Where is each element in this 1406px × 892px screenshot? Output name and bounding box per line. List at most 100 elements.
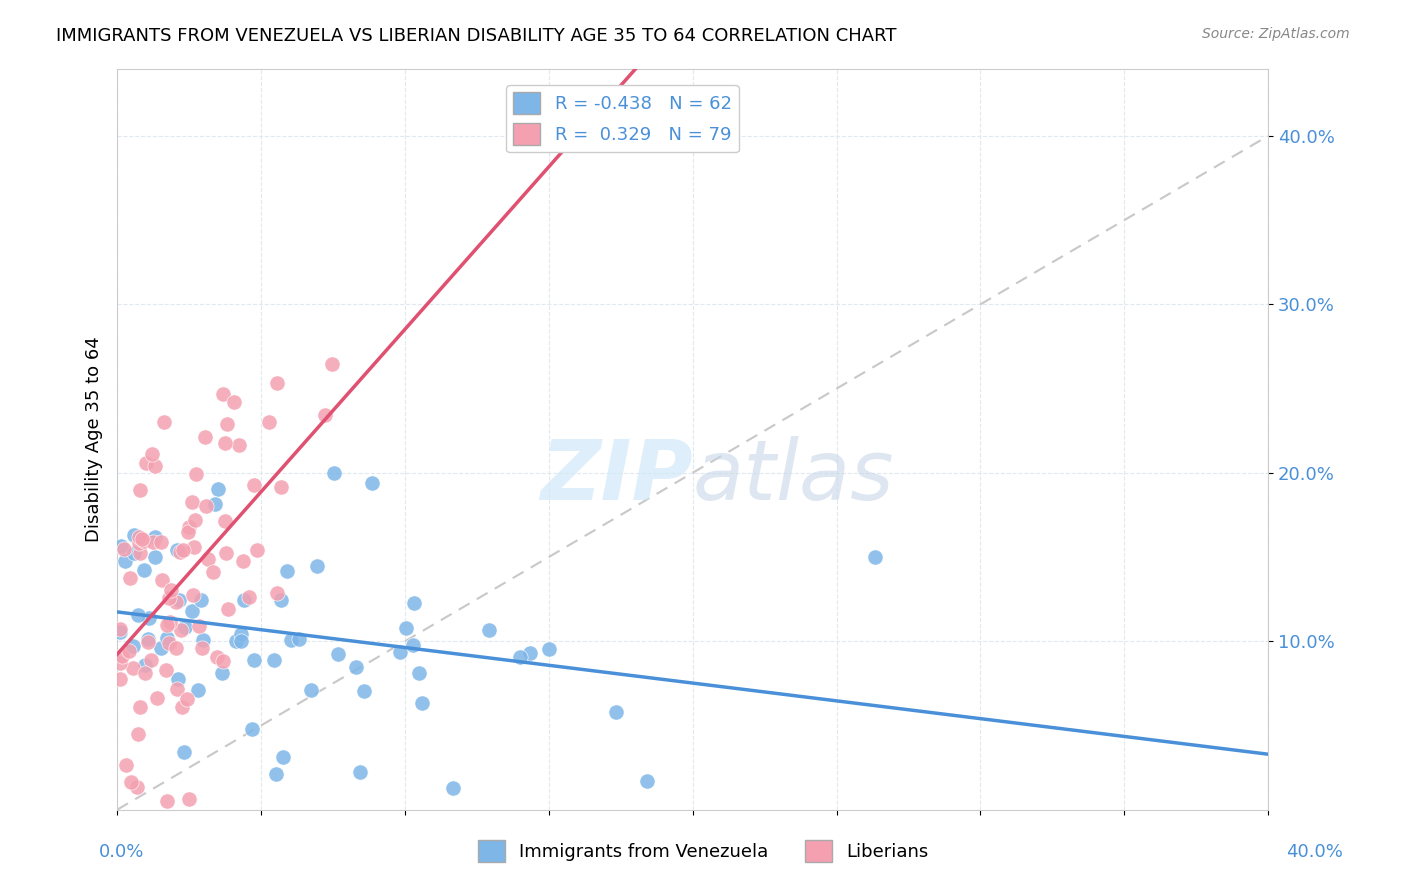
Point <box>215 546 238 560</box>
Point <box>170 700 193 714</box>
Point <box>404 596 426 610</box>
Point <box>165 595 187 609</box>
Point <box>108 657 131 671</box>
Point <box>865 549 887 564</box>
Point <box>108 623 131 637</box>
Point <box>197 551 219 566</box>
Point <box>157 591 180 605</box>
Point <box>128 530 150 544</box>
Point <box>194 499 217 513</box>
Point <box>181 495 204 509</box>
Point <box>177 791 200 805</box>
Point <box>150 534 173 549</box>
Point <box>138 610 160 624</box>
Text: 0.0%: 0.0% <box>98 843 143 861</box>
Point <box>246 543 269 558</box>
Point <box>271 750 294 764</box>
Legend: Immigrants from Venezuela, Liberians: Immigrants from Venezuela, Liberians <box>471 833 935 870</box>
Point <box>270 593 292 607</box>
Point <box>188 619 211 633</box>
Point <box>121 661 143 675</box>
Point <box>212 655 235 669</box>
Point <box>132 534 155 549</box>
Text: IMMIGRANTS FROM VENEZUELA VS LIBERIAN DISABILITY AGE 35 TO 64 CORRELATION CHART: IMMIGRANTS FROM VENEZUELA VS LIBERIAN DI… <box>56 27 897 45</box>
Point <box>122 639 145 653</box>
Point <box>153 415 176 429</box>
Point <box>322 466 344 480</box>
Point <box>127 607 149 622</box>
Point <box>224 395 246 409</box>
Point <box>287 632 309 646</box>
Point <box>177 520 200 534</box>
Point <box>605 705 627 719</box>
Point <box>183 513 205 527</box>
Point <box>172 542 194 557</box>
Point <box>401 638 423 652</box>
Point <box>395 621 418 635</box>
Point <box>276 564 298 578</box>
Point <box>233 592 256 607</box>
Point <box>353 683 375 698</box>
Text: atlas: atlas <box>693 435 894 516</box>
Point <box>166 542 188 557</box>
Point <box>238 590 260 604</box>
Point <box>170 623 193 637</box>
Point <box>411 696 433 710</box>
Point <box>266 586 288 600</box>
Point <box>167 593 190 607</box>
Point <box>214 514 236 528</box>
Point <box>141 653 163 667</box>
Point <box>243 478 266 492</box>
Point <box>120 775 142 789</box>
Point <box>201 565 224 579</box>
Point <box>187 682 209 697</box>
Point <box>173 745 195 759</box>
Point <box>136 632 159 646</box>
Point <box>193 430 215 444</box>
Point <box>181 588 204 602</box>
Point <box>214 436 236 450</box>
Point <box>240 722 263 736</box>
Point <box>217 417 239 431</box>
Point <box>388 645 411 659</box>
Point <box>131 533 153 547</box>
Point <box>132 563 155 577</box>
Point <box>174 620 197 634</box>
Point <box>441 781 464 796</box>
Text: Source: ZipAtlas.com: Source: ZipAtlas.com <box>1202 27 1350 41</box>
Point <box>127 727 149 741</box>
Point <box>156 632 179 646</box>
Point <box>217 601 239 615</box>
Y-axis label: Disability Age 35 to 64: Disability Age 35 to 64 <box>86 336 103 542</box>
Point <box>509 649 531 664</box>
Text: 40.0%: 40.0% <box>1286 843 1343 861</box>
Point <box>176 691 198 706</box>
Point <box>207 650 229 665</box>
Point <box>243 653 266 667</box>
Point <box>266 376 288 390</box>
Point <box>118 644 141 658</box>
Legend: R = -0.438   N = 62, R =  0.329   N = 79: R = -0.438 N = 62, R = 0.329 N = 79 <box>506 85 740 153</box>
Point <box>156 617 179 632</box>
Point <box>143 459 166 474</box>
Point <box>166 682 188 697</box>
Point <box>190 593 212 607</box>
Point <box>181 604 204 618</box>
Point <box>115 758 138 772</box>
Point <box>191 640 214 655</box>
Point <box>142 534 165 549</box>
Point <box>146 690 169 705</box>
Point <box>270 480 292 494</box>
Point <box>264 767 287 781</box>
Point <box>128 699 150 714</box>
Point <box>150 640 173 655</box>
Point <box>299 682 322 697</box>
Point <box>314 408 336 422</box>
Point <box>349 764 371 779</box>
Point <box>232 554 254 568</box>
Point <box>263 653 285 667</box>
Point <box>145 550 167 565</box>
Point <box>344 660 367 674</box>
Point <box>169 545 191 559</box>
Point <box>537 642 560 657</box>
